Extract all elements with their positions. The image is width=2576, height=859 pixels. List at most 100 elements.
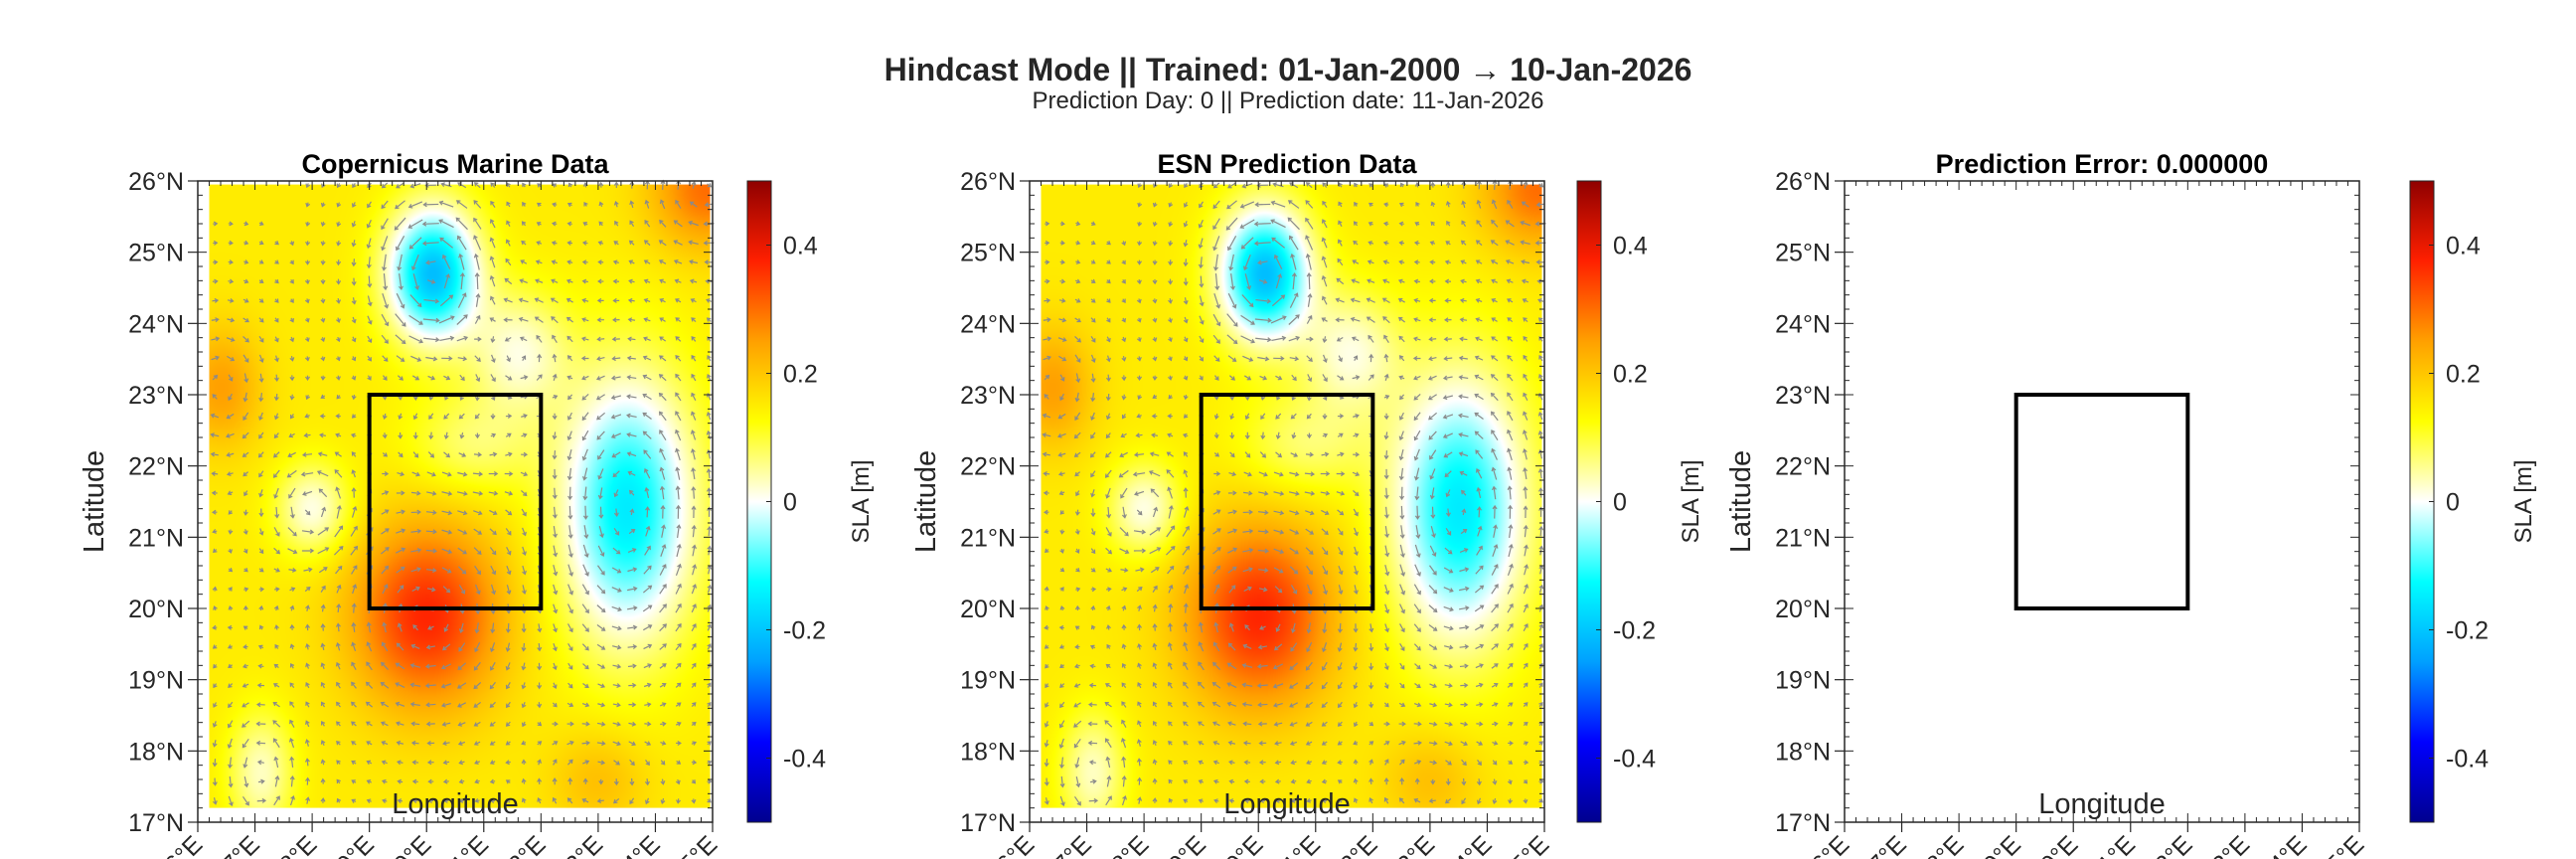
velocity-arrow — [412, 798, 418, 804]
velocity-arrow — [1523, 354, 1529, 362]
velocity-arrow — [581, 336, 589, 342]
velocity-arrow — [473, 547, 482, 555]
velocity-arrow — [613, 528, 620, 536]
velocity-arrow — [458, 585, 466, 595]
velocity-arrow — [1338, 565, 1344, 576]
velocity-arrow — [1105, 663, 1111, 669]
velocity-arrow — [258, 354, 264, 363]
velocity-arrow — [626, 413, 637, 419]
velocity-arrow — [1121, 259, 1126, 265]
velocity-arrow — [1337, 239, 1343, 247]
velocity-arrow — [1242, 548, 1254, 553]
velocity-arrow — [1491, 447, 1498, 460]
velocity-arrow — [1183, 779, 1189, 784]
velocity-arrow — [1321, 256, 1328, 268]
velocity-arrow — [426, 279, 436, 284]
velocity-arrow — [1305, 200, 1314, 209]
velocity-arrow — [1075, 568, 1080, 573]
velocity-arrow — [426, 760, 434, 766]
x-tick-label: 127°E — [1845, 830, 1912, 859]
velocity-arrow — [305, 183, 311, 189]
y-tick-label: 21°N — [960, 524, 1016, 552]
velocity-arrow — [1183, 701, 1189, 708]
velocity-arrow — [258, 259, 264, 264]
velocity-arrow — [1322, 374, 1328, 383]
velocity-arrow — [1090, 470, 1096, 478]
velocity-arrow — [242, 392, 248, 403]
velocity-arrow — [522, 565, 527, 576]
velocity-arrow — [1368, 353, 1374, 363]
velocity-arrow — [1059, 795, 1065, 807]
velocity-arrow — [612, 683, 621, 689]
velocity-arrow — [304, 414, 310, 419]
velocity-arrow — [1507, 778, 1513, 785]
velocity-arrow — [1212, 778, 1219, 784]
velocity-arrow — [675, 662, 682, 669]
velocity-arrow — [627, 336, 636, 342]
velocity-arrow — [1538, 355, 1543, 362]
velocity-arrow — [1444, 547, 1453, 555]
velocity-arrow — [1445, 508, 1451, 517]
velocity-arrow — [629, 180, 635, 189]
velocity-arrow — [1475, 449, 1484, 459]
velocity-arrow — [1429, 565, 1437, 576]
velocity-arrow — [317, 547, 330, 555]
velocity-arrow — [506, 355, 511, 363]
velocity-arrow — [1199, 335, 1205, 344]
y-tick-label: 25°N — [128, 240, 184, 267]
velocity-arrow — [643, 259, 651, 264]
velocity-arrow — [1321, 642, 1328, 653]
velocity-arrow — [336, 202, 342, 208]
velocity-arrow — [1444, 663, 1454, 669]
velocity-arrow — [1168, 602, 1174, 613]
velocity-arrow — [1089, 451, 1096, 458]
x-tick-label: 131°E — [426, 830, 494, 859]
velocity-arrow — [1136, 586, 1143, 593]
velocity-arrow — [1059, 240, 1065, 246]
velocity-arrow — [567, 623, 573, 633]
velocity-arrow — [1353, 451, 1361, 457]
velocity-arrow — [1148, 470, 1161, 477]
velocity-arrow — [320, 585, 326, 593]
velocity-arrow — [422, 317, 440, 323]
velocity-arrow — [318, 567, 328, 574]
velocity-arrow — [210, 432, 220, 438]
velocity-arrow — [506, 546, 512, 556]
velocity-arrow — [1398, 335, 1405, 343]
velocity-arrow — [644, 467, 651, 479]
velocity-arrow — [273, 568, 280, 573]
velocity-arrow — [1272, 702, 1283, 708]
velocity-arrow — [488, 471, 499, 477]
velocity-arrow — [472, 471, 484, 477]
velocity-arrow — [1368, 702, 1374, 709]
velocity-arrow — [659, 682, 667, 688]
velocity-arrow — [1198, 760, 1205, 766]
velocity-arrow — [395, 334, 406, 345]
velocity-arrow — [1444, 702, 1453, 708]
velocity-arrow — [1168, 297, 1174, 304]
velocity-arrow — [1151, 414, 1158, 420]
velocity-arrow — [304, 739, 310, 747]
velocity-arrow — [1523, 741, 1530, 746]
velocity-arrow — [1476, 486, 1482, 498]
velocity-arrow — [289, 259, 294, 265]
velocity-arrow — [336, 278, 342, 285]
velocity-arrow — [335, 642, 341, 651]
velocity-arrow — [1475, 565, 1484, 575]
x-tick-label: 129°E — [1959, 830, 2026, 859]
velocity-arrow — [1368, 643, 1374, 652]
velocity-arrow — [1090, 548, 1096, 555]
velocity-arrow — [1106, 240, 1111, 246]
velocity-arrow — [351, 336, 357, 343]
velocity-arrow — [288, 567, 297, 573]
velocity-arrow — [675, 466, 681, 480]
velocity-arrow — [1491, 663, 1499, 669]
velocity-arrow — [1322, 414, 1328, 420]
velocity-arrow — [1322, 622, 1328, 634]
velocity-arrow — [691, 622, 697, 632]
velocity-arrow — [274, 774, 280, 787]
velocity-arrow — [1523, 642, 1529, 650]
velocity-arrow — [213, 663, 218, 669]
velocity-arrow — [1287, 217, 1300, 231]
velocity-arrow — [1275, 375, 1283, 381]
